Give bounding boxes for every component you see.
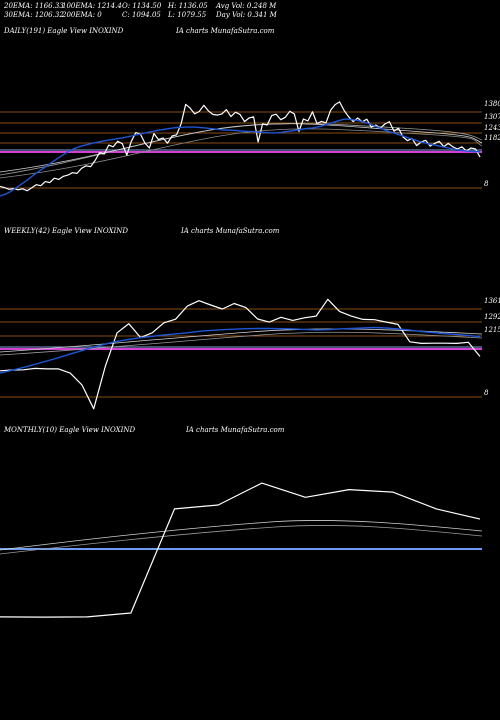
header-ema100: 100EMA: 1214.4 [62,2,122,10]
daily-tick-label: 1182 [484,134,500,142]
header-close: C: 1094.05 [122,11,161,19]
weekly-ema-line [0,326,481,374]
weekly-panel [0,308,483,398]
weekly-title-left: WEEKLY(42) Eagle View INOXIND [4,227,128,235]
daily-tick-label: 1380 [484,100,500,108]
monthly-title-left: MONTHLY(10) Eagle View INOXIND [4,426,136,434]
weekly-tick-label: 8 [484,389,489,397]
header-avg-vol: Avg Vol: 0.248 M [216,2,277,10]
series-layer [0,101,481,618]
header-ema200: 200EMA: 0 [62,11,102,19]
daily-tick-label: 1307 [484,113,500,121]
header-open: O: 1134.50 [122,2,162,10]
header-low: L: 1079.55 [168,11,207,19]
monthly-panel [0,520,483,555]
weekly-title-right: IA charts MunafaSutra.com [181,227,280,235]
monthly-title-right: IA charts MunafaSutra.com [186,426,285,434]
daily-title-right: IA charts MunafaSutra.com [176,27,275,35]
daily-title-left: DAILY(191) Eagle View INOXIND [4,27,124,35]
weekly-tick-label: 1215 [484,326,500,334]
daily-y-ticks: 1380 1307 1243 1182 8 [484,100,500,188]
daily-price-line [0,101,481,192]
header-high: H: 1136.05 [168,2,208,10]
monthly-price-line [0,482,481,618]
header-day-vol: Day Vol: 0.341 M [216,11,277,19]
monthly-ema-gray-line [0,525,483,555]
daily-tick-label: 1243 [484,124,500,132]
daily-tick-label: 8 [484,180,489,188]
weekly-tick-label: 1292 [484,313,500,321]
daily-ema-line [0,118,481,197]
header-ema20: 20EMA: 1166.33 [4,2,64,10]
daily-ema-gray-line [0,128,483,179]
monthly-ema-gray-line [0,520,483,551]
weekly-price-line [0,298,481,410]
header-ema30: 30EMA: 1206.32 [4,11,64,19]
